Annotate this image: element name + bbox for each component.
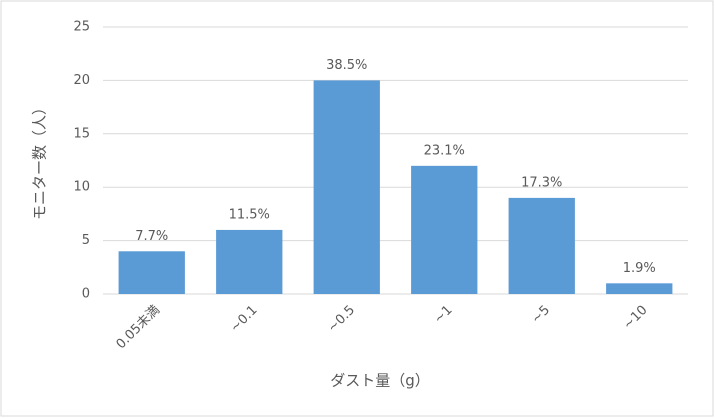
data-label: 38.5% [326, 58, 367, 73]
data-label: 1.9% [623, 261, 656, 276]
data-label: 17.3% [521, 175, 562, 190]
y-tick-label: 0 [82, 287, 90, 302]
data-label: 23.1% [424, 143, 465, 158]
y-tick-label: 15 [73, 126, 90, 141]
y-tick-label: 10 [73, 180, 90, 195]
bar [216, 229, 283, 294]
y-tick-label: 20 [73, 73, 90, 88]
y-axis-title: モニター数（人） [31, 100, 49, 220]
data-label: 11.5% [229, 207, 270, 222]
x-axis-title: ダスト量（g） [330, 372, 430, 390]
y-tick-label: 25 [73, 20, 90, 35]
bar [508, 197, 575, 294]
bar [411, 165, 478, 294]
y-tick-label: 5 [82, 233, 90, 248]
bar [313, 80, 380, 295]
data-label: 7.7% [135, 229, 168, 244]
bar [606, 283, 673, 294]
bar [118, 251, 185, 294]
